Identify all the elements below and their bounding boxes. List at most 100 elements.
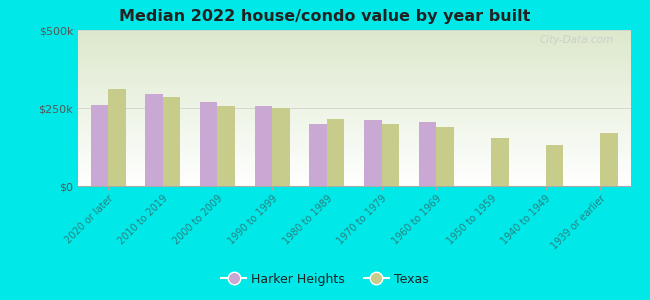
Bar [78,146,630,147]
Bar [78,117,630,118]
Bar [78,82,630,83]
Bar [255,106,272,186]
Bar [78,185,630,186]
Bar [78,98,630,99]
Bar [78,126,630,127]
Bar [78,53,630,54]
Legend: Harker Heights, Texas: Harker Heights, Texas [216,268,434,291]
Bar [78,127,630,128]
Bar [272,108,290,186]
Bar [78,139,630,140]
Bar [78,143,630,144]
Bar [78,179,630,180]
Bar [78,177,630,178]
Bar [78,166,630,167]
Bar [78,57,630,58]
Bar [78,52,630,53]
Bar [78,130,630,131]
Bar [78,63,630,64]
Bar [78,119,630,120]
Bar [78,183,630,184]
Bar [78,180,630,181]
Bar [78,31,630,32]
Bar [78,75,630,76]
Bar [78,168,630,169]
Bar [78,156,630,157]
Bar [78,147,630,148]
Bar [78,157,630,158]
Bar [78,84,630,85]
Text: Median 2022 house/condo value by year built: Median 2022 house/condo value by year bu… [120,9,530,24]
Bar [78,94,630,95]
Bar [78,56,630,57]
Bar [78,103,630,104]
Bar [78,40,630,41]
Bar [78,95,630,96]
Bar [78,48,630,49]
Bar [382,124,399,186]
Bar [78,50,630,51]
Bar [78,62,630,63]
Bar [78,124,630,125]
Bar [78,171,630,172]
Bar [78,89,630,90]
Bar [78,49,630,50]
Bar [78,74,630,75]
Bar [78,81,630,82]
Bar [218,106,235,186]
Bar [78,164,630,165]
Bar [78,65,630,66]
Bar [78,51,630,52]
Bar [78,66,630,67]
Bar [78,137,630,138]
Bar [491,138,508,186]
Bar [419,122,436,186]
Bar [78,162,630,163]
Bar [78,32,630,33]
Bar [78,158,630,159]
Bar [78,114,630,115]
Bar [78,34,630,35]
Bar [78,90,630,91]
Bar [78,44,630,45]
Bar [146,94,162,186]
Bar [78,108,630,109]
Bar [78,70,630,71]
Bar [364,121,382,186]
Bar [78,128,630,129]
Bar [78,69,630,70]
Bar [78,125,630,126]
Bar [601,133,618,186]
Bar [78,59,630,60]
Bar [200,102,218,186]
Bar [78,54,630,55]
Bar [78,102,630,103]
Bar [78,129,630,130]
Bar [78,85,630,86]
Bar [78,120,630,121]
Bar [78,55,630,56]
Bar [546,145,563,186]
Bar [78,142,630,143]
Bar [78,176,630,177]
Bar [78,79,630,80]
Bar [78,96,630,97]
Bar [78,105,630,106]
Bar [78,36,630,37]
Bar [78,149,630,150]
Bar [78,83,630,84]
Bar [78,165,630,166]
Bar [78,60,630,61]
Bar [78,76,630,77]
Bar [78,64,630,65]
Bar [78,118,630,119]
Bar [78,43,630,44]
Bar [162,97,180,186]
Bar [78,144,630,145]
Bar [78,104,630,105]
Bar [78,45,630,46]
Bar [78,181,630,182]
Bar [78,173,630,174]
Bar [78,46,630,47]
Bar [78,37,630,38]
